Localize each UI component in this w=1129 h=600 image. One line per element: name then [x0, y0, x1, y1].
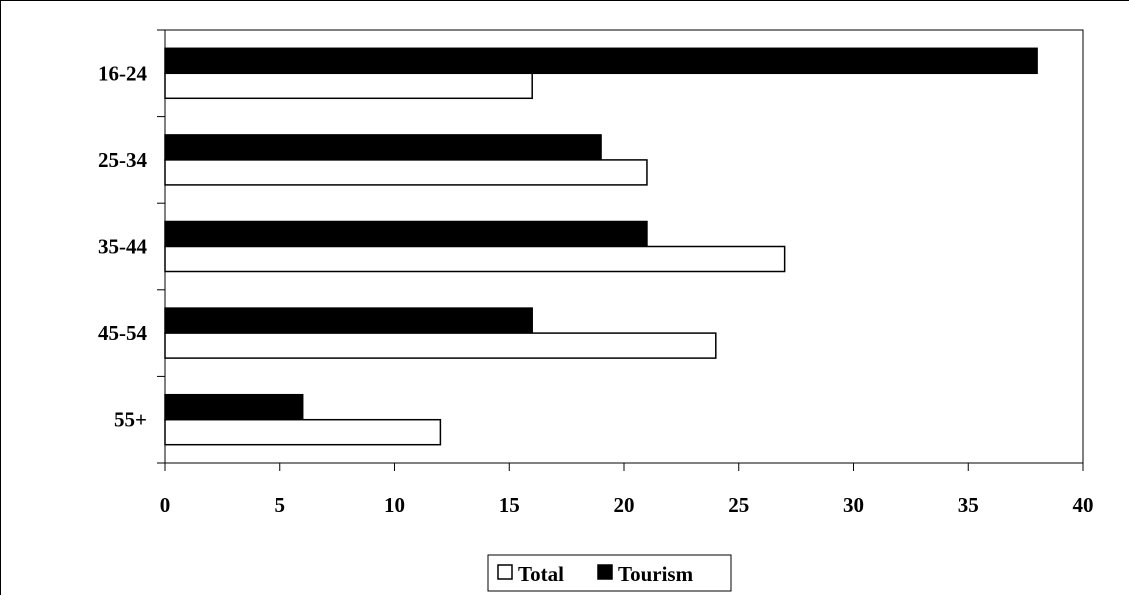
bars-group [164, 47, 1038, 446]
bar-total-35-44 [164, 245, 786, 273]
category-label-25-34: 25-34 [98, 148, 147, 172]
bar-total-55+ [164, 418, 442, 446]
legend-swatch-total [497, 564, 513, 580]
category-label-35-44: 35-44 [98, 235, 147, 259]
legend-swatch-tourism [597, 564, 613, 580]
x-tick-label-35: 35 [958, 493, 979, 517]
legend-label-total: Total [518, 562, 564, 586]
bar-tourism-45-54 [164, 307, 533, 334]
category-label-16-24: 16-24 [98, 61, 147, 85]
bar-total-16-24 [164, 72, 533, 100]
x-tick-label-10: 10 [384, 493, 405, 517]
bar-tourism-25-34 [164, 134, 602, 161]
legend: Total Tourism [487, 554, 732, 592]
x-tick-label-25: 25 [728, 493, 749, 517]
bar-tourism-35-44 [164, 220, 648, 248]
x-tick-label-20: 20 [614, 493, 635, 517]
bar-tourism-16-24 [164, 47, 1038, 75]
legend-label-tourism: Tourism [618, 562, 694, 586]
category-label-55+: 55+ [114, 408, 147, 432]
category-label-45-54: 45-54 [98, 321, 147, 345]
x-tick-label-40: 40 [1073, 493, 1094, 517]
x-axis: 0 5 10 15 20 25 30 35 40 [160, 463, 1094, 517]
bar-total-25-34 [164, 159, 648, 186]
x-tick-label-5: 5 [275, 493, 286, 517]
bar-tourism-55+ [164, 393, 304, 421]
x-tick-label-15: 15 [499, 493, 520, 517]
x-tick-label-0: 0 [160, 493, 171, 517]
x-tick-label-30: 30 [843, 493, 864, 517]
bar-total-45-54 [164, 332, 717, 359]
y-axis: 16-24 25-34 35-44 45-54 55+ [98, 29, 165, 464]
